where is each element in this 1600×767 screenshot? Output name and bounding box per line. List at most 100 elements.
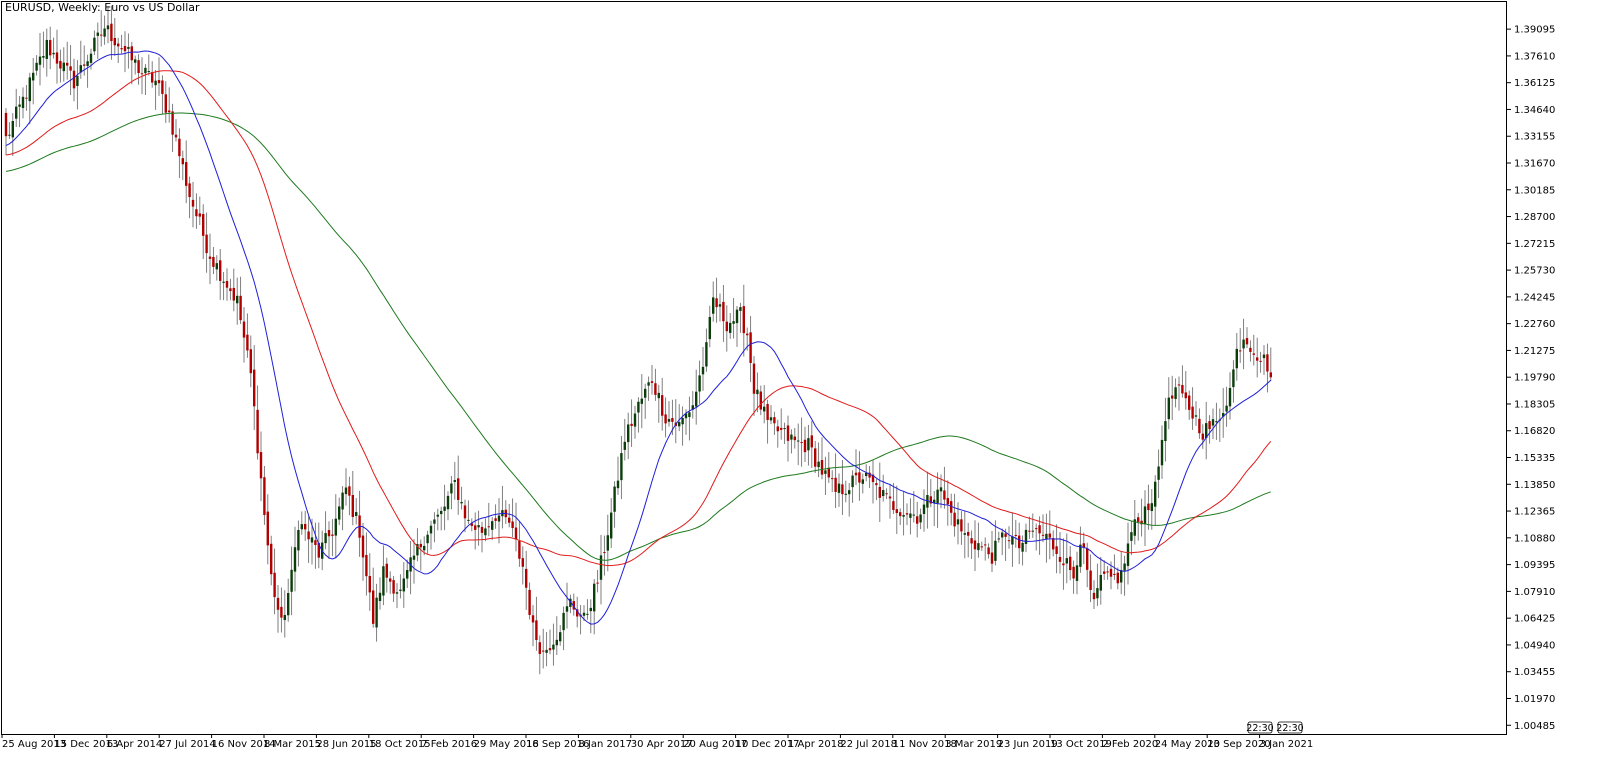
y-tick-label: 1.12365 <box>1514 507 1555 518</box>
candle <box>820 437 824 480</box>
candle <box>110 5 113 60</box>
candle <box>276 585 280 633</box>
candle <box>307 516 310 563</box>
candle-body-bear <box>110 23 113 42</box>
candle <box>749 316 752 382</box>
candle-body-bear <box>270 543 273 575</box>
candle <box>892 482 895 515</box>
candle <box>1222 387 1225 438</box>
candle-body-bull <box>882 490 885 497</box>
candle-body-bull <box>440 510 443 515</box>
candle <box>1198 408 1201 439</box>
candle <box>698 360 701 404</box>
candle <box>440 506 443 531</box>
candle-body-bear <box>1072 566 1075 579</box>
candle <box>1137 512 1140 541</box>
candle-body-bear <box>773 417 776 424</box>
candle-body-bull <box>963 533 966 535</box>
candle-body-bear <box>1014 534 1017 536</box>
candle <box>1266 343 1269 393</box>
x-tick-label: 28 Jun 2015 <box>316 739 376 750</box>
candle <box>827 452 830 483</box>
candle-body-bear <box>1103 571 1106 574</box>
candle-body-bull <box>477 525 480 528</box>
candle <box>429 520 433 550</box>
x-tick-label: 2 Feb 2020 <box>1102 739 1158 750</box>
candle-body-bull <box>287 593 290 616</box>
candle-body-bear <box>59 60 62 69</box>
candle-body-bull <box>1222 413 1225 417</box>
candle-body-bull <box>586 613 589 615</box>
candle-body-bear <box>1252 353 1255 355</box>
y-tick-label: 1.09395 <box>1514 560 1555 571</box>
candle <box>1092 580 1096 609</box>
candle <box>256 385 259 460</box>
y-tick-label: 1.24245 <box>1514 292 1555 303</box>
x-tick-label: 25 Aug 2013 <box>2 739 66 750</box>
candle-body-bull <box>627 424 630 443</box>
candle <box>807 424 810 466</box>
candle <box>800 417 803 467</box>
candle <box>1239 328 1242 363</box>
candle-body-bull <box>338 506 341 520</box>
candle-body-bull <box>797 440 800 442</box>
candle-body-bear <box>803 439 807 453</box>
candle <box>93 30 96 56</box>
candle <box>950 493 953 526</box>
candle <box>45 28 48 77</box>
candle-body-bear <box>970 538 973 544</box>
candle-body-bear <box>1089 570 1092 591</box>
candle-body-bear <box>875 483 878 486</box>
candle-body-bull <box>1262 354 1266 359</box>
candle <box>899 508 902 525</box>
candle-body-bear <box>1082 543 1085 548</box>
candle-body-bear <box>69 66 72 71</box>
candle-body-bull <box>52 52 55 55</box>
candle-body-bear <box>174 134 178 138</box>
candle-body-bull <box>1160 439 1164 466</box>
candle-body-bear <box>263 477 266 515</box>
time-marker-1[interactable]: 22:30 <box>1246 721 1274 734</box>
candle-body-bear <box>868 472 871 478</box>
candle-body-bull <box>300 524 303 530</box>
candle-body-bear <box>1140 520 1143 525</box>
candle-body-bull <box>76 75 79 87</box>
candle <box>368 553 371 611</box>
y-tick-label: 1.16820 <box>1514 426 1555 437</box>
candle <box>215 255 218 281</box>
x-tick-label: 18 Oct 2015 <box>369 739 431 750</box>
candle <box>76 60 79 110</box>
y-tick-label: 1.21275 <box>1514 346 1555 357</box>
candle <box>1181 365 1184 398</box>
candle <box>361 523 365 581</box>
candle-body-bull <box>236 295 239 304</box>
candle <box>419 539 422 571</box>
candle <box>1018 522 1021 565</box>
candle-body-bull <box>1235 348 1238 369</box>
candle-body-bear <box>307 531 310 540</box>
y-tick-label: 1.00485 <box>1514 721 1555 732</box>
candle <box>351 470 354 526</box>
x-tick-label: 10 Dec 2017 <box>736 739 800 750</box>
candle <box>436 508 439 531</box>
candle <box>460 486 463 510</box>
candle-body-bull <box>484 528 487 536</box>
candle <box>701 346 705 391</box>
candle <box>603 535 606 576</box>
candle <box>1188 390 1191 420</box>
candle <box>596 569 599 593</box>
candle <box>382 545 385 606</box>
candle-body-bear <box>419 543 422 548</box>
candle <box>545 632 548 667</box>
time-marker-2[interactable]: 22:30 <box>1276 721 1304 734</box>
candle-body-bear <box>239 295 242 321</box>
candle <box>817 442 820 478</box>
candle-body-bear <box>1062 563 1065 566</box>
candle <box>973 520 977 571</box>
candle <box>1045 513 1048 563</box>
candle-body-bear <box>521 558 524 567</box>
moving-averages-layer <box>5 50 1272 625</box>
candle-body-bear <box>508 517 511 523</box>
candle <box>1106 566 1109 580</box>
